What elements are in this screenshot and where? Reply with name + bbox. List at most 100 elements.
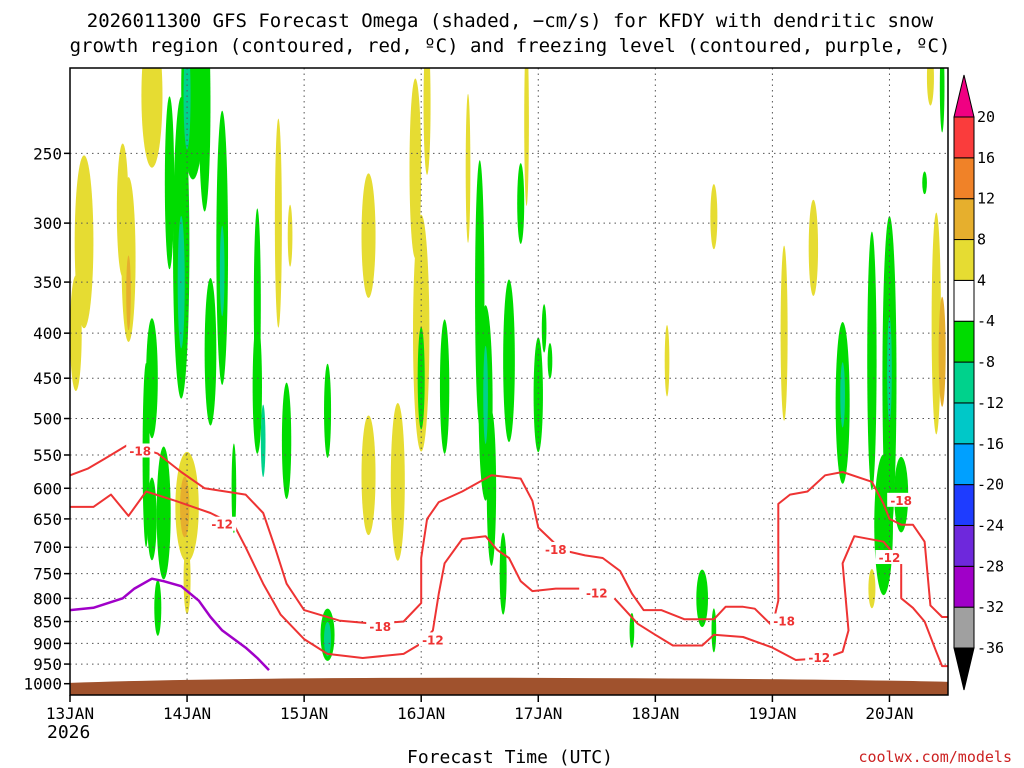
omega-blob-41 <box>439 319 450 454</box>
omega-blob-38 <box>417 326 425 430</box>
colorbar-box-3 <box>953 484 975 526</box>
contour-label-6: -18 <box>773 615 795 629</box>
contour-label-7: -12 <box>808 651 830 665</box>
omega-blob-25 <box>252 319 262 454</box>
y-axis: 250 300 350 400 450 500 550 600 650 700 750 800 850 9… <box>23 144 70 694</box>
omega-blob-46 <box>503 279 515 443</box>
contour-label-bg-1 <box>208 516 237 531</box>
contour-label-2: -18 <box>369 620 391 634</box>
colorbar-max-triangle <box>953 74 975 118</box>
omega-blob-70 <box>939 68 945 133</box>
y-tick-label-450: 450 <box>33 369 62 388</box>
colorbar-box-0 <box>953 606 975 649</box>
colorbar-label-11: 12 <box>977 190 995 208</box>
omega-blob-40 <box>465 93 471 243</box>
x-tick-label-1: 14JAN <box>163 704 211 723</box>
omega-blob-58 <box>780 245 788 421</box>
contour--18-a <box>70 443 948 627</box>
plot-frame <box>69 67 949 696</box>
omega-blob-15 <box>180 476 190 538</box>
colorbar-box-2 <box>953 524 975 567</box>
contour-label-bg-4 <box>541 541 570 556</box>
x-tick-label-0: 13JAN <box>46 704 94 723</box>
omega-blob-26 <box>260 404 266 478</box>
contour-label-bg-8 <box>887 492 916 507</box>
freezing-level-contour <box>70 577 270 671</box>
colorbar-label-6: -12 <box>977 394 1004 412</box>
colorbar-box-4 <box>953 443 975 486</box>
y-tick-label-500: 500 <box>33 410 62 429</box>
x-start-year: 2026 <box>47 722 90 743</box>
colorbar-label-9: 4 <box>977 271 986 289</box>
omega-blob-72 <box>922 171 927 195</box>
colorbar-label-1: -32 <box>977 598 1004 616</box>
colorbar-box-8 <box>953 279 975 322</box>
chart-title-line2: growth region (contoured, red, ºC) and f… <box>70 35 951 57</box>
omega-blob-64 <box>868 569 876 609</box>
y-tick-label-900: 900 <box>33 634 62 653</box>
y-tick-label-550: 550 <box>33 446 62 465</box>
colorbar-box-10 <box>953 198 975 241</box>
y-tick-label-600: 600 <box>33 479 62 498</box>
colorbar-label-4: -20 <box>977 476 1004 494</box>
omega-blob-34 <box>324 621 332 657</box>
omega-blob-16 <box>183 543 191 615</box>
contour-label-9: -12 <box>879 551 901 565</box>
omega-blob-27 <box>274 118 282 328</box>
colorbar-label-10: 8 <box>977 231 986 249</box>
omega-blob-21 <box>219 225 225 317</box>
omega-blob-4 <box>126 255 131 331</box>
y-tick-label-650: 650 <box>33 510 62 529</box>
omega-blob-44 <box>483 345 488 444</box>
contour-label-bg-5 <box>582 585 611 600</box>
omega-blob-53 <box>629 612 635 649</box>
y-tick-label-1000: 1000 <box>23 675 62 694</box>
y-tick-label-250: 250 <box>33 144 62 163</box>
omega-blob-66 <box>887 317 892 423</box>
omega-blob-9 <box>147 477 157 561</box>
omega-blob-61 <box>840 362 845 428</box>
contour--12-a <box>70 490 580 659</box>
y-tick-label-850: 850 <box>33 613 62 632</box>
omega-blob-62 <box>867 231 877 491</box>
omega-blob-19 <box>198 68 211 212</box>
omega-blob-10 <box>154 579 162 636</box>
omega-shading <box>70 68 946 661</box>
contour-label-bg-7 <box>805 649 834 664</box>
omega-blob-18 <box>183 68 191 150</box>
colorbar-label-7: -8 <box>977 353 995 371</box>
colorbar-label-5: -16 <box>977 435 1004 453</box>
contour-label-4: -18 <box>545 543 567 557</box>
contour-label-bg-6 <box>770 613 799 628</box>
omega-blob-68 <box>931 212 941 435</box>
x-axis-title: Forecast Time (UTC) <box>407 747 613 768</box>
y-tick-label-700: 700 <box>33 538 62 557</box>
omega-blob-71 <box>926 68 934 106</box>
contour-label-bg-2 <box>366 618 395 633</box>
contour-labels: -18 -12 -18 -12 -18 -12 -18 -12 -18 -12 <box>126 443 916 665</box>
omega-blob-13 <box>156 446 171 580</box>
chart-title-line1: 2026011300 GFS Forecast Omega (shaded, −… <box>87 10 934 32</box>
omega-blob-31 <box>361 173 376 298</box>
y-tick-label-350: 350 <box>33 273 62 292</box>
colorbar-box-6 <box>953 361 975 404</box>
plot-area: -18 -12 -18 -12 -18 -12 -18 -12 -18 -12 <box>69 67 949 696</box>
omega-blob-28 <box>281 382 292 500</box>
colorbar-box-9 <box>953 239 975 281</box>
omega-blob-0 <box>74 155 94 329</box>
omega-blob-30 <box>324 363 332 458</box>
x-tick-label-4: 17JAN <box>514 704 562 723</box>
contour-label-5: -12 <box>586 587 608 601</box>
omega-blob-50 <box>533 337 543 453</box>
omega-blob-5 <box>141 68 163 168</box>
colorbar-label-13: 20 <box>977 108 995 126</box>
freezing-level-line <box>70 577 270 671</box>
colorbar-box-11 <box>953 157 975 200</box>
contour-label-bg-0 <box>126 443 155 458</box>
omega-blob-32 <box>361 415 376 536</box>
dendritic-contours <box>70 443 948 668</box>
x-tick-label-5: 18JAN <box>631 704 679 723</box>
ground-fill <box>70 677 948 695</box>
y-tick-label-400: 400 <box>33 324 62 343</box>
colorbar: -36 -32 -28 -24 -20 -16 -12 -8 -4 4 8 12 16 20 <box>953 74 1004 691</box>
